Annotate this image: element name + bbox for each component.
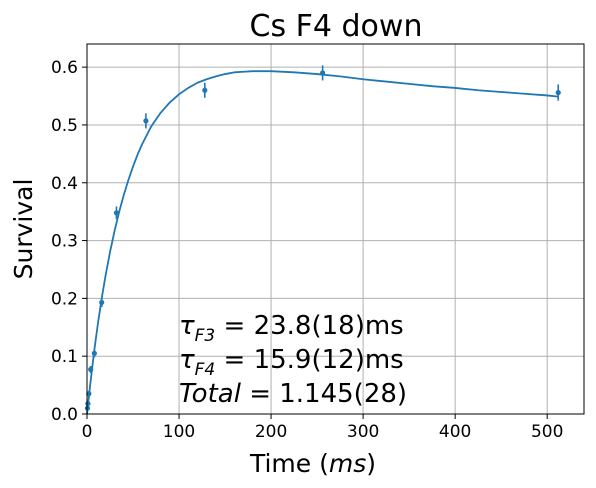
data-point xyxy=(320,70,326,76)
fit-curve-group xyxy=(86,70,559,415)
grid xyxy=(86,44,584,415)
x-tick-label: 0 xyxy=(82,422,93,442)
data-point xyxy=(202,87,208,93)
y-tick-label: 0.0 xyxy=(51,405,78,425)
y-tick-label: 0.6 xyxy=(51,58,78,78)
data-point xyxy=(88,366,94,373)
y-tick-label: 0.2 xyxy=(51,289,78,309)
data-point xyxy=(113,210,120,216)
annotation-total-value: = 1.145(28) xyxy=(241,379,407,409)
x-tick-label: 200 xyxy=(255,422,287,442)
x-axis-title-prefix: Time ( xyxy=(249,449,329,478)
x-tick-label: 500 xyxy=(531,422,563,442)
data-point xyxy=(143,118,149,124)
x-tick-label: 400 xyxy=(439,422,471,442)
y-tick-label: 0.1 xyxy=(51,347,78,367)
annotation-tau-f3-value: = 23.8(18)ms xyxy=(215,311,403,341)
y-axis-title: Survival xyxy=(9,179,38,280)
plot-frame xyxy=(86,43,585,415)
data-point xyxy=(85,400,91,407)
y-tick-label: 0.3 xyxy=(51,232,78,252)
annotation-total-symbol: Total xyxy=(179,379,242,409)
annotation-tau-f3-symbol: τ xyxy=(179,311,195,341)
data-point xyxy=(86,391,92,397)
chart-title: Cs F4 down xyxy=(250,9,423,44)
data-point xyxy=(555,89,561,96)
y-tick-label: 0.5 xyxy=(51,116,78,136)
x-axis-title-unit: ms xyxy=(329,449,366,478)
data-point xyxy=(91,350,97,356)
plot-background xyxy=(87,44,584,414)
x-axis-title: Time (ms) xyxy=(249,449,376,478)
x-tick-label: 100 xyxy=(163,422,195,442)
annotation-tau-f3-subscript: F3 xyxy=(195,326,216,346)
annotation-tau-f4: τF4 = 15.9(12)ms xyxy=(179,345,404,380)
fit-curve xyxy=(86,70,559,415)
annotation-tau-f4-value: = 15.9(12)ms xyxy=(215,345,403,375)
annotation-tau-f4-subscript: F4 xyxy=(195,360,216,380)
annotation-tau-f3: τF3 = 23.8(18)ms xyxy=(179,311,404,346)
data-point xyxy=(99,299,105,306)
annotation-block: τF3 = 23.8(18)ms τF4 = 15.9(12)ms Total … xyxy=(179,311,407,409)
annotation-total: Total = 1.145(28) xyxy=(179,379,407,409)
y-tick-label: 0.4 xyxy=(51,174,78,194)
annotation-tau-f4-symbol: τ xyxy=(179,345,195,375)
x-tick-label: 300 xyxy=(347,422,379,442)
axis-ticks: 0 100 200 300 400 500 0.0 0.1 0.2 0.3 0.4 0.5 0.6 xyxy=(51,58,563,442)
x-axis-title-suffix: ) xyxy=(366,449,376,478)
